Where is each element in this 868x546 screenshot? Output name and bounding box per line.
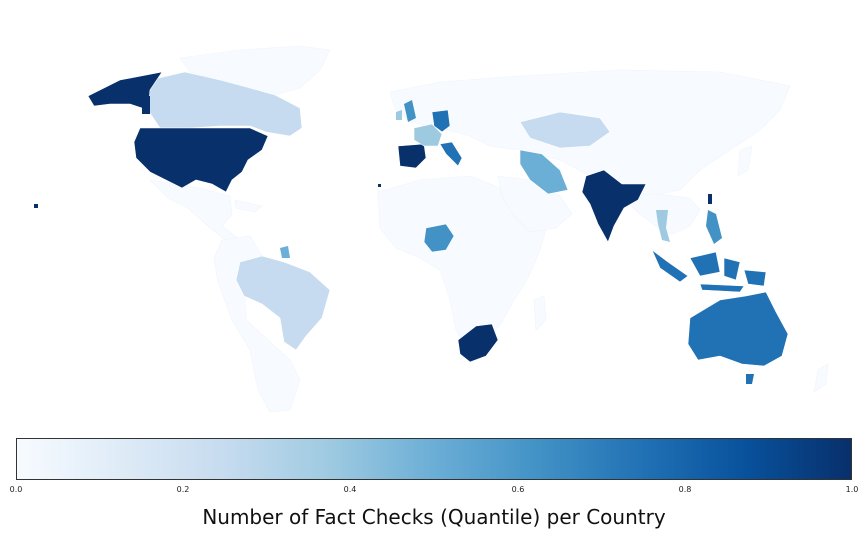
country-thailand <box>656 210 670 242</box>
country-india <box>581 169 647 243</box>
country-madagascar <box>533 295 547 331</box>
country-guyana <box>280 246 290 258</box>
country-united-kingdom <box>404 100 416 122</box>
country-ireland <box>396 110 402 120</box>
country-spain <box>397 143 427 169</box>
tick-label: 1.0 <box>845 485 859 494</box>
legend-title: Number of Fact Checks (Quantile) per Cou… <box>202 505 666 529</box>
tick-label: 0.6 <box>511 485 525 494</box>
country-kazakhstan <box>519 111 611 149</box>
country-nigeria <box>423 223 455 253</box>
country-taiwan <box>708 194 712 204</box>
tick-label: 0.4 <box>343 485 357 494</box>
country-iran <box>519 149 569 195</box>
country-south-africa <box>457 323 499 363</box>
country-greenland <box>179 45 331 96</box>
country-cape-verde <box>378 184 381 187</box>
tick-label: 0.8 <box>678 485 692 494</box>
country-new-zealand <box>813 363 829 393</box>
country-alaska-panhandle <box>142 96 150 114</box>
country-france <box>413 123 443 147</box>
world-map <box>34 45 829 413</box>
country-philippines <box>706 210 722 244</box>
tick-label: 0.2 <box>176 485 190 494</box>
country-australia <box>687 291 789 367</box>
country-tasmania <box>746 374 754 384</box>
country-brazil <box>235 255 331 351</box>
country-italy <box>439 141 463 167</box>
country-caribbean <box>234 199 263 213</box>
colorbar <box>16 438 852 480</box>
country-germany <box>431 109 451 133</box>
country-hawaii <box>34 204 38 208</box>
country-indonesia <box>651 249 767 293</box>
country-japan <box>737 145 753 177</box>
country-africa <box>377 175 549 351</box>
country-united-states <box>133 127 269 193</box>
tick-label: 0.0 <box>9 485 23 494</box>
